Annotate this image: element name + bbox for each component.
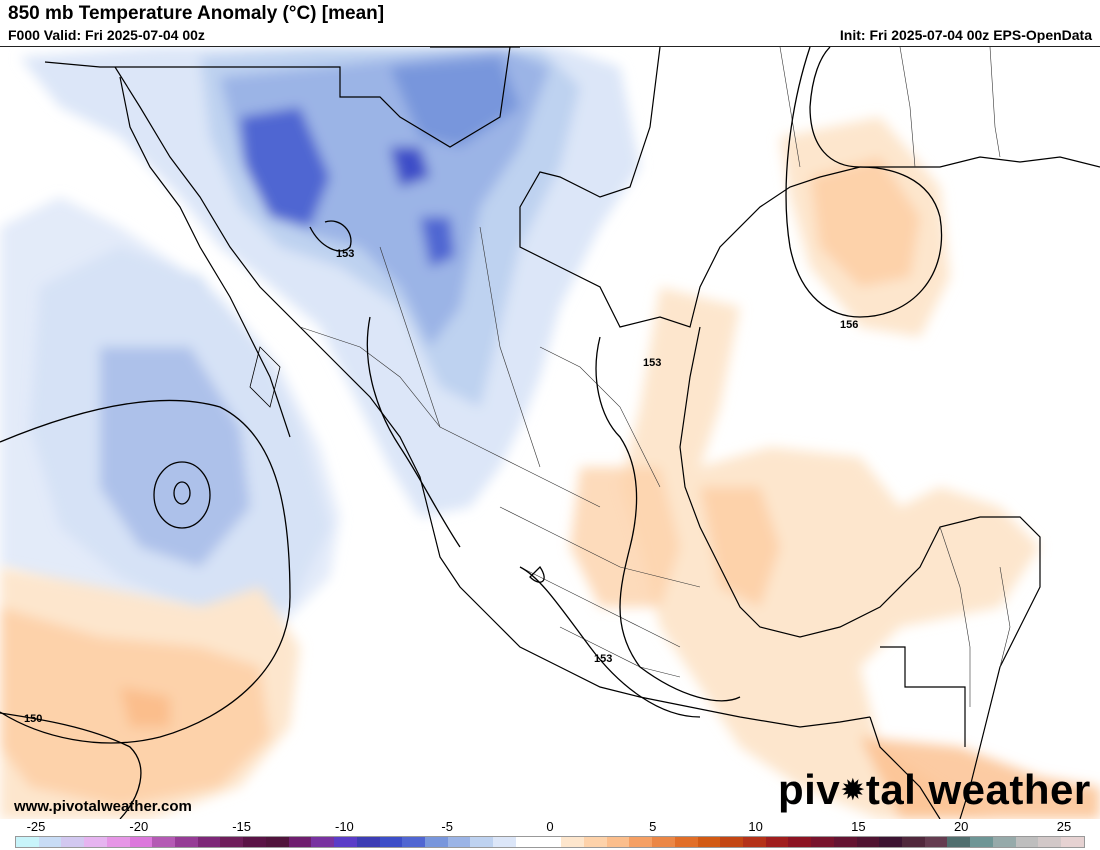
colorbar-swatch [833, 837, 857, 847]
colorbar-swatch [265, 837, 289, 847]
state-borders [299, 47, 1011, 707]
colorbar-swatch [992, 837, 1016, 847]
colorbar-swatch [924, 837, 948, 847]
colorbar-swatch [334, 837, 357, 847]
colorbar-tick-label: 5 [649, 819, 657, 834]
website-url[interactable]: www.pivotalweather.com [14, 798, 192, 815]
colorbar-swatch [16, 837, 39, 847]
colorbar-swatch [788, 837, 812, 847]
gear-icon: ✹ [840, 774, 866, 807]
colorbar-tick-label: 10 [748, 819, 763, 834]
contour-labels: 153 153 156 153 150 [24, 248, 858, 725]
colorbar-swatch [743, 837, 766, 847]
valid-time: F000 Valid: Fri 2025-07-04 00z [8, 27, 205, 43]
colorbar-swatch [356, 837, 380, 847]
colorbar-swatch [1061, 837, 1084, 847]
colorbar-swatch [38, 837, 62, 847]
colorbar-swatch [652, 837, 675, 847]
colorbar-swatch [970, 837, 993, 847]
colorbar-swatch [720, 837, 743, 847]
colorbar-tick-label: 15 [851, 819, 866, 834]
colorbar-tick-label: 20 [953, 819, 969, 834]
colorbar-swatch [424, 837, 448, 847]
colorbar-tick-label: -25 [26, 819, 46, 834]
colorbar-swatch [583, 837, 607, 847]
colorbar-tick-label: 25 [1056, 819, 1072, 834]
colorbar-swatch [674, 837, 698, 847]
colorbar-swatch [606, 837, 630, 847]
colorbar-swatch [197, 837, 221, 847]
coastlines [44, 47, 1100, 819]
colorbar-tick-label: -20 [129, 819, 149, 834]
colorbar-tick-labels: -25 -20 -15 -10 -5 0 5 10 15 20 25 [0, 818, 1100, 834]
colorbar-swatch [61, 837, 85, 847]
colorbar-swatch [129, 837, 153, 847]
colorbar-swatch [220, 837, 244, 847]
colorbar-tick-label: -10 [334, 819, 354, 834]
init-time: Init: Fri 2025-07-04 00z EPS-OpenData [839, 27, 1092, 43]
colorbar-swatch [902, 837, 925, 847]
colorbar-swatch [288, 837, 312, 847]
colorbar-swatch [402, 837, 425, 847]
logo-text-right: tal weather [865, 766, 1091, 813]
colorbar-swatch [1015, 837, 1039, 847]
map-title: 850 mb Temperature Anomaly (°C) [mean] [8, 3, 385, 24]
colorbar-swatch [629, 837, 653, 847]
colorbar-swatch [856, 837, 880, 847]
pivotal-weather-logo: piv✹tal weather [778, 766, 1091, 814]
warm-anomaly-shading [0, 117, 1100, 819]
colorbar-swatch [447, 837, 471, 847]
contour-label: 156 [840, 319, 858, 331]
colorbar-swatch [175, 837, 198, 847]
colorbar-swatch [152, 837, 176, 847]
colorbar-swatch [765, 837, 789, 847]
logo-text-left: piv [778, 766, 841, 813]
header: 850 mb Temperature Anomaly (°C) [mean] F… [0, 0, 1100, 46]
contour-label: 153 [643, 357, 661, 369]
contour-label: 153 [594, 653, 612, 665]
contour-label: 150 [24, 713, 42, 725]
colorbar-swatch [561, 837, 584, 847]
colorbar-swatch [538, 837, 562, 847]
colorbar-swatch [106, 837, 130, 847]
colorbar [15, 836, 1085, 848]
colorbar-swatch [811, 837, 834, 847]
contour-label: 153 [336, 248, 354, 260]
colorbar-tick-label: -5 [441, 819, 453, 834]
colorbar-swatch [470, 837, 494, 847]
colorbar-tick-label: -15 [232, 819, 251, 834]
colorbar-swatch [243, 837, 266, 847]
weather-map[interactable]: 153 153 156 153 150 [0, 46, 1100, 819]
colorbar-swatch [493, 837, 516, 847]
colorbar-swatch [1038, 837, 1062, 847]
colorbar-swatch [84, 837, 107, 847]
height-contours [0, 47, 943, 819]
colorbar-swatch [379, 837, 403, 847]
colorbar-tick-label: 0 [546, 819, 554, 834]
colorbar-swatch [515, 837, 539, 847]
colorbar-swatch [311, 837, 335, 847]
colorbar-swatch [697, 837, 721, 847]
colorbar-swatch [947, 837, 971, 847]
colorbar-swatch [879, 837, 903, 847]
